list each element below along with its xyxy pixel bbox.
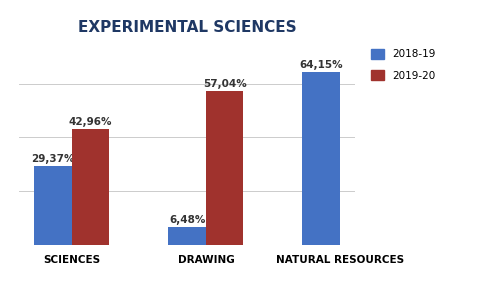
Bar xyxy=(206,92,243,245)
Legend: 2018-19, 2019-20: 2018-19, 2019-20 xyxy=(367,44,440,85)
Bar xyxy=(168,228,206,245)
Text: 29,37%: 29,37% xyxy=(32,154,75,164)
Bar xyxy=(35,166,72,245)
Title: EXPERIMENTAL SCIENCES: EXPERIMENTAL SCIENCES xyxy=(78,20,297,35)
Bar xyxy=(72,129,109,245)
Text: 6,48%: 6,48% xyxy=(169,215,205,225)
Text: 64,15%: 64,15% xyxy=(300,60,343,70)
Text: 57,04%: 57,04% xyxy=(203,79,247,89)
Text: 42,96%: 42,96% xyxy=(69,117,112,127)
Bar xyxy=(302,72,340,245)
